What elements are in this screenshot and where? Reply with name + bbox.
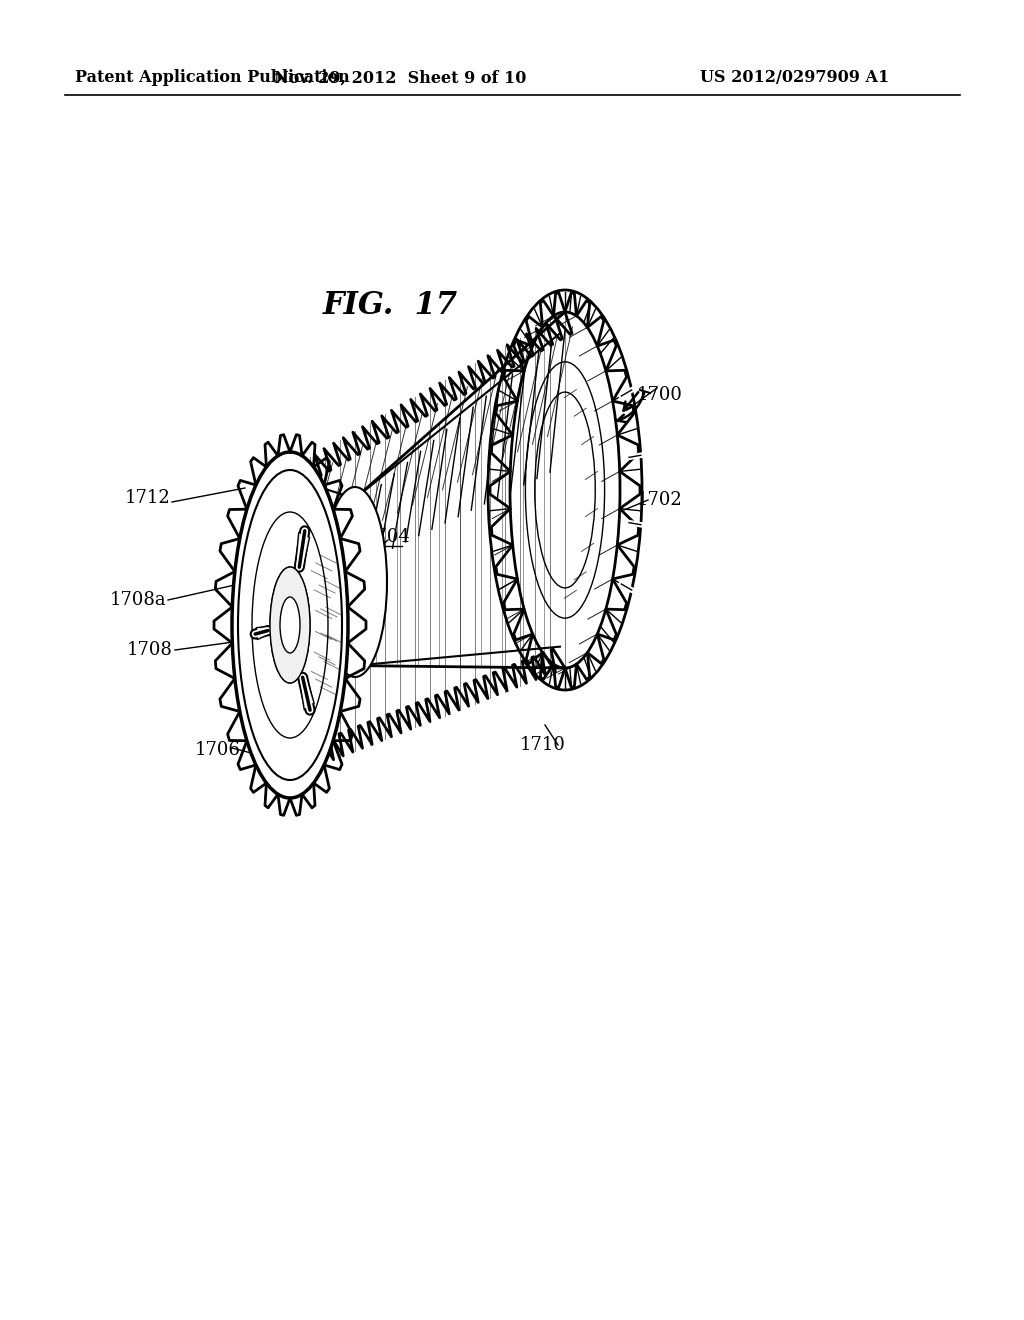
Text: FIG.  17: FIG. 17 <box>323 289 458 321</box>
Text: 1704: 1704 <box>366 528 411 546</box>
Text: 1708: 1708 <box>127 642 173 659</box>
Ellipse shape <box>323 487 387 677</box>
Ellipse shape <box>280 597 300 653</box>
Text: 1700: 1700 <box>637 385 683 404</box>
Text: 1712: 1712 <box>125 488 171 507</box>
Text: 1708a: 1708a <box>110 591 166 609</box>
Ellipse shape <box>232 451 348 799</box>
Text: US 2012/0297909 A1: US 2012/0297909 A1 <box>700 70 889 87</box>
Ellipse shape <box>270 568 310 682</box>
Text: 1706: 1706 <box>195 741 241 759</box>
Ellipse shape <box>280 597 300 653</box>
Text: Patent Application Publication: Patent Application Publication <box>75 70 350 87</box>
Text: 1702: 1702 <box>637 491 683 510</box>
Polygon shape <box>256 627 268 640</box>
Polygon shape <box>299 675 314 710</box>
Text: 1710: 1710 <box>520 737 566 754</box>
Polygon shape <box>296 532 309 569</box>
Text: Nov. 29, 2012  Sheet 9 of 10: Nov. 29, 2012 Sheet 9 of 10 <box>273 70 526 87</box>
